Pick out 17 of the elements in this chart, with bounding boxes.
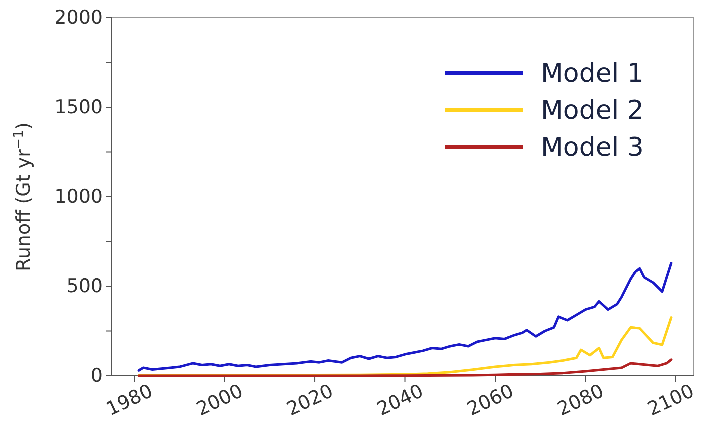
y-tick-label: 1000 [54,186,103,208]
y-tick-label: 1500 [54,96,103,119]
line-series [138,262,673,372]
x-tick-label: 2000 [193,380,247,421]
x-tick-label: 1980 [103,380,156,421]
x-tick-label: 2080 [554,380,608,421]
line-series [138,358,673,378]
x-tick-label: 2040 [374,380,428,421]
legend-label: Model 1 [541,59,644,89]
legend-label: Model 2 [541,96,644,126]
x-tick-label: 2020 [284,380,337,421]
y-tick-label: 500 [66,276,103,298]
x-tick-label: 2100 [644,380,698,421]
y-tick-label: 2000 [54,7,103,30]
x-tick-label: 2060 [464,380,518,421]
legend-label: Model 3 [541,133,644,163]
y-tick-label: 0 [90,365,103,388]
